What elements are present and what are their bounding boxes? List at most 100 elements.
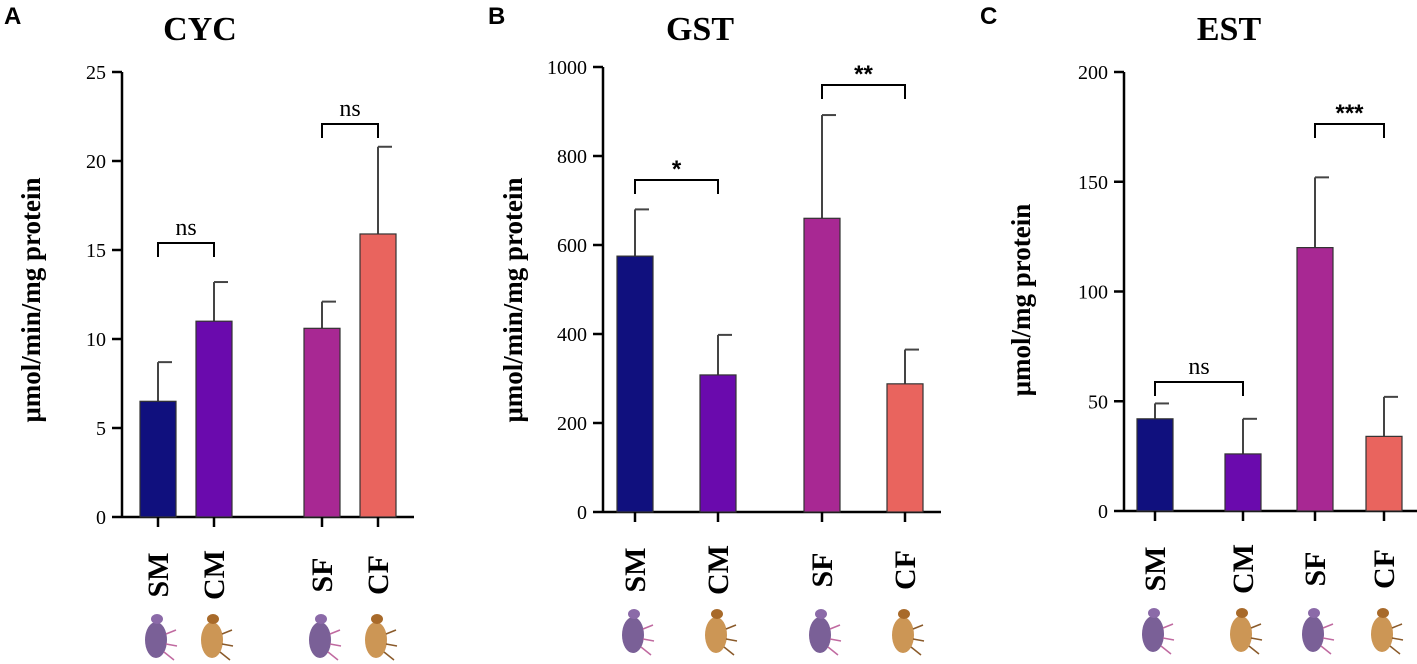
category-label: SF xyxy=(1299,551,1332,586)
insect-icon xyxy=(145,614,178,661)
y-axis-label: μmol/mg protein xyxy=(1006,204,1036,397)
significance-bracket xyxy=(634,179,719,194)
y-tick-label: 100 xyxy=(1078,282,1108,304)
insect-head xyxy=(628,609,640,619)
insect-leg xyxy=(329,629,341,635)
significance-bracket xyxy=(157,242,215,257)
insect-leg xyxy=(383,651,395,661)
category-label: CF xyxy=(1368,549,1401,589)
insect-head xyxy=(151,614,163,624)
insect-body xyxy=(892,617,914,653)
insect-body xyxy=(201,622,223,658)
significance-label: * xyxy=(672,156,682,183)
y-tick-label: 0 xyxy=(577,502,587,524)
y-tick-label: 20 xyxy=(86,151,106,173)
insect-leg xyxy=(1389,645,1401,655)
insect-leg xyxy=(912,638,925,642)
insect-icon xyxy=(309,614,342,661)
panel-letter: B xyxy=(488,3,505,30)
insect-head xyxy=(371,614,383,624)
insect-head xyxy=(711,609,723,619)
insect-leg xyxy=(910,646,922,656)
category-label: SF xyxy=(806,552,839,587)
panel-letter: A xyxy=(4,3,21,30)
bar-sf xyxy=(303,327,341,518)
insect-leg xyxy=(725,638,738,642)
insect-leg xyxy=(912,624,924,630)
panel-c: C EST 0 50 100 150 200 μmol/mg protein SM CM SF CF n… xyxy=(980,3,1417,655)
insect-leg xyxy=(723,646,735,656)
insect-leg xyxy=(329,643,342,647)
insect-leg xyxy=(829,624,841,630)
bar-cm xyxy=(1224,453,1262,512)
significance-bracket xyxy=(1314,123,1385,138)
insect-leg xyxy=(221,629,233,635)
insect-head xyxy=(315,614,327,624)
insect-leg xyxy=(1162,623,1174,629)
insect-icon xyxy=(201,614,234,661)
bar-cf xyxy=(886,383,924,513)
insect-leg xyxy=(327,651,339,661)
significance-label: ns xyxy=(1188,354,1209,380)
insect-head xyxy=(1377,608,1389,618)
panel-a: A CYC 0 5 10 15 20 25 μmol/min/mg protein SM CM SF C… xyxy=(4,3,414,661)
insect-leg xyxy=(163,651,175,661)
insect-icon xyxy=(365,614,398,661)
insect-leg xyxy=(219,651,231,661)
y-tick-label: 50 xyxy=(1088,391,1108,413)
category-label: SM xyxy=(619,548,652,593)
insect-body xyxy=(309,622,331,658)
bar-cm xyxy=(195,320,233,518)
insect-leg xyxy=(829,638,842,642)
y-tick-label: 10 xyxy=(86,329,106,351)
insect-leg xyxy=(221,643,234,647)
significance-label: ns xyxy=(175,215,196,241)
y-tick-label: 15 xyxy=(86,240,106,262)
y-axis-label: μmol/min/mg protein xyxy=(16,177,46,422)
insect-body xyxy=(1302,616,1324,652)
insect-icon xyxy=(622,609,655,656)
insect-head xyxy=(207,614,219,624)
insect-icon xyxy=(705,609,738,656)
significance-label: *** xyxy=(1335,100,1364,127)
category-label: CM xyxy=(1227,544,1260,594)
insect-leg xyxy=(1160,645,1172,655)
bar-sm xyxy=(616,255,654,513)
panel-b: B GST 0 200 400 600 800 1000 μmol/min/mg protein… xyxy=(488,3,941,656)
bar-cf xyxy=(359,233,397,518)
insect-icon xyxy=(1302,608,1335,655)
category-label: CF xyxy=(889,550,922,590)
significance-bracket xyxy=(1154,381,1244,396)
insect-head xyxy=(898,609,910,619)
insect-body xyxy=(1230,616,1252,652)
significance-bracket xyxy=(821,84,906,99)
insect-leg xyxy=(1250,637,1263,641)
insect-leg xyxy=(642,624,654,630)
chart-title: GST xyxy=(666,11,734,48)
insect-leg xyxy=(385,629,397,635)
insect-leg xyxy=(725,624,737,630)
insect-head xyxy=(1308,608,1320,618)
category-label: SM xyxy=(1139,547,1172,592)
insect-head xyxy=(815,609,827,619)
insect-body xyxy=(1371,616,1393,652)
y-tick-label: 400 xyxy=(557,324,587,346)
insect-leg xyxy=(642,638,655,642)
insect-body xyxy=(705,617,727,653)
insect-leg xyxy=(165,629,177,635)
insect-icon xyxy=(809,609,842,656)
y-tick-label: 0 xyxy=(1098,501,1108,523)
insect-body xyxy=(809,617,831,653)
insect-head xyxy=(1148,608,1160,618)
y-tick-label: 1000 xyxy=(547,57,587,79)
insect-leg xyxy=(640,646,652,656)
insect-leg xyxy=(1320,645,1332,655)
insect-icon xyxy=(1371,608,1404,655)
insect-icon xyxy=(892,609,925,656)
insect-leg xyxy=(1162,637,1175,641)
bar-cm xyxy=(699,374,737,513)
category-label: SM xyxy=(142,553,175,598)
insect-leg xyxy=(1322,623,1334,629)
y-tick-label: 800 xyxy=(557,146,587,168)
